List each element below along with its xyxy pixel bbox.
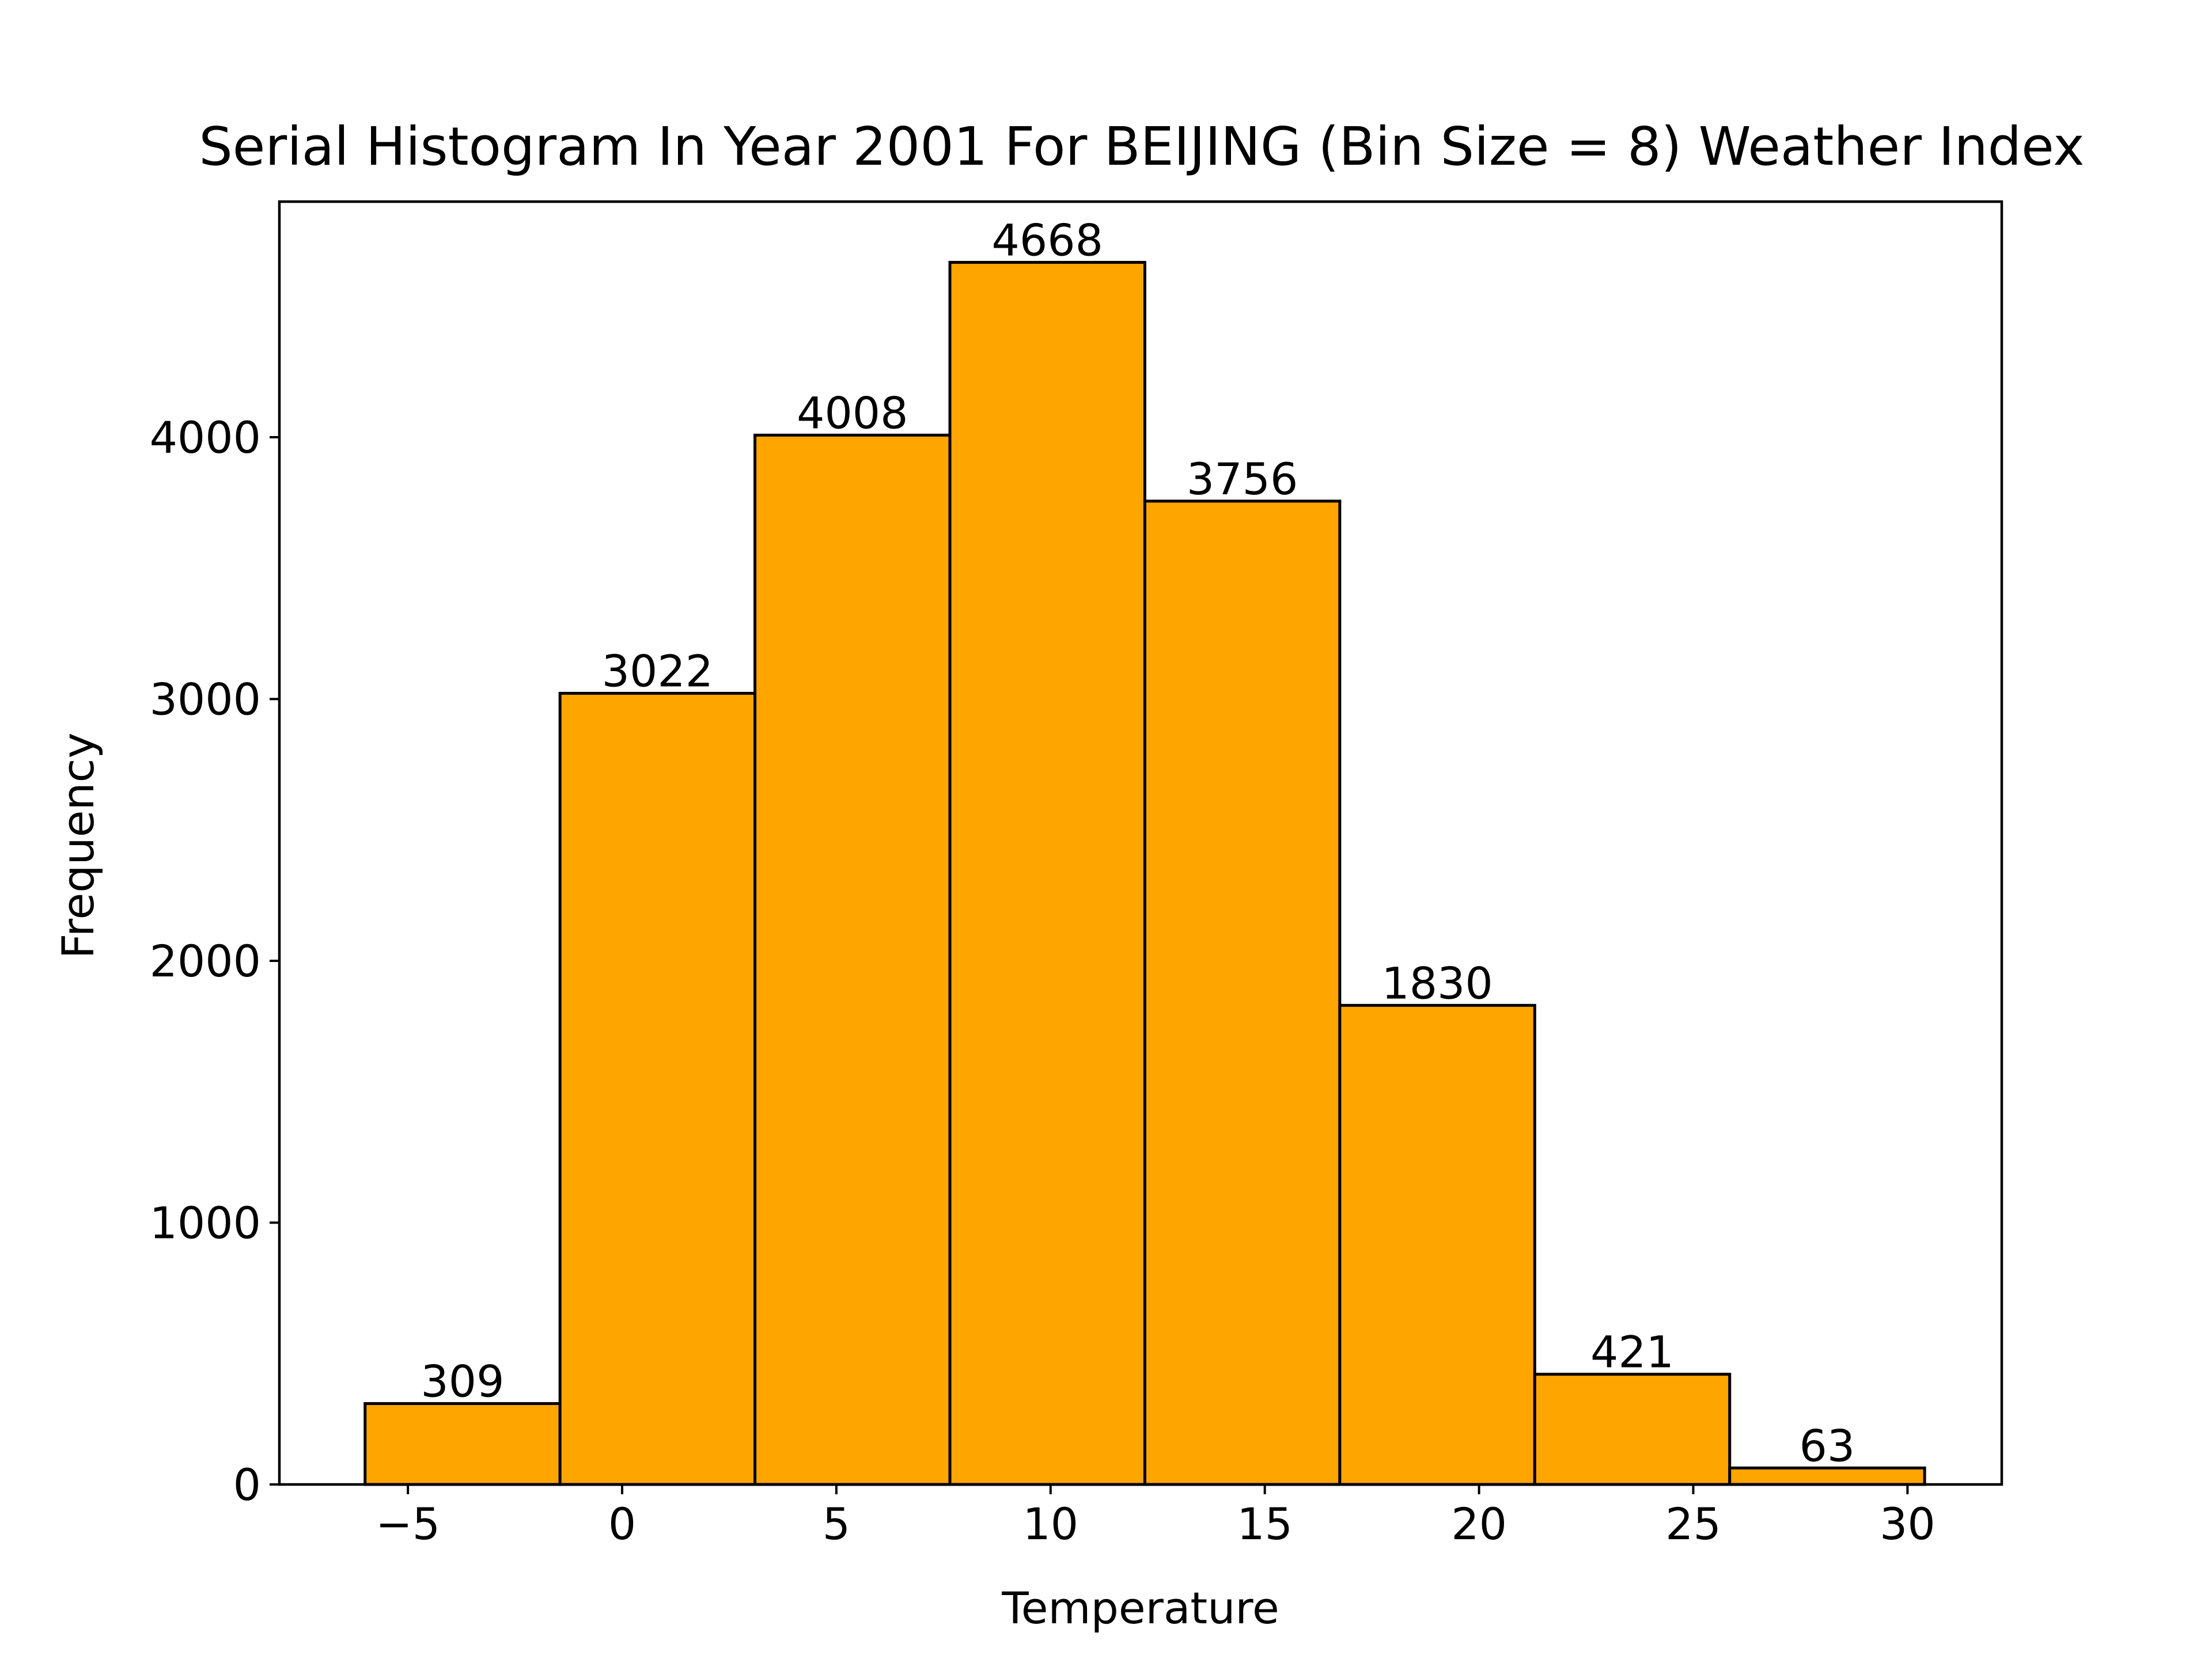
- histogram-bar: [1338, 1003, 1536, 1486]
- y-axis-label: Frequency: [52, 733, 104, 959]
- bar-value-label: 421: [1590, 1327, 1674, 1378]
- histogram-bar: [753, 433, 952, 1486]
- y-axis-ticks: 0 1000 2000 3000 4000: [150, 412, 279, 1510]
- x-tick-label: −5: [376, 1498, 440, 1550]
- bar-value-label: 309: [421, 1356, 504, 1407]
- histogram-bar: [1533, 1373, 1732, 1486]
- y-tick-label: 1000: [150, 1198, 261, 1249]
- x-tick-label: 20: [1451, 1498, 1507, 1550]
- bar-value-label: 4668: [992, 214, 1103, 266]
- x-tick-label: 30: [1880, 1498, 1936, 1550]
- bars-group: [363, 260, 1926, 1486]
- x-tick-label: 5: [823, 1498, 850, 1550]
- bar-value-label: 1830: [1381, 957, 1493, 1009]
- chart-title: Serial Histogram In Year 2001 For BEIJIN…: [199, 116, 2084, 177]
- y-tick-label: 4000: [150, 412, 261, 463]
- plot-area-frame: [278, 200, 2003, 1486]
- histogram-bar: [948, 260, 1146, 1486]
- bar-value-label: 4008: [797, 387, 908, 438]
- y-tick-label: 0: [233, 1459, 261, 1510]
- bar-value-label: 63: [1800, 1420, 1855, 1471]
- y-tick-label: 2000: [150, 935, 261, 987]
- x-tick-label: 10: [1022, 1498, 1078, 1550]
- histogram-bar: [1143, 499, 1342, 1486]
- x-tick-label: 25: [1665, 1498, 1721, 1550]
- histogram-bar: [558, 692, 757, 1486]
- histogram-bar: [363, 1402, 562, 1486]
- x-tick-label: 0: [608, 1498, 636, 1550]
- x-axis-ticks: −5 0 5 10 15 20 25 30: [376, 1484, 1936, 1550]
- bar-value-label: 3022: [602, 646, 713, 697]
- bar-value-label: 3756: [1187, 453, 1298, 505]
- x-tick-label: 15: [1237, 1498, 1293, 1550]
- x-axis-label: Temperature: [1001, 1582, 1279, 1634]
- y-tick-label: 3000: [150, 674, 261, 725]
- bar-labels-group: 309 3022 4008 4668 3756 1830 421 63: [421, 214, 1855, 1471]
